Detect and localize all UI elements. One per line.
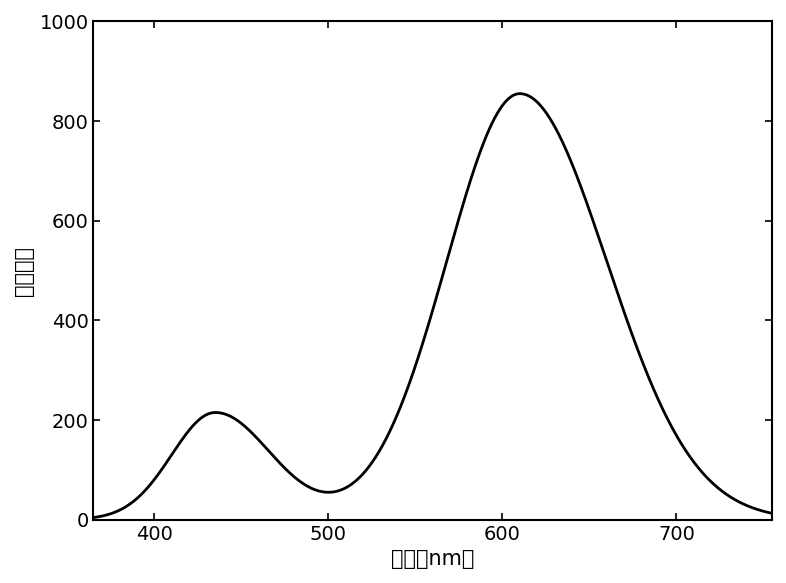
- Y-axis label: 荧光强度: 荧光强度: [14, 245, 34, 296]
- X-axis label: 波长（nm）: 波长（nm）: [391, 549, 475, 569]
